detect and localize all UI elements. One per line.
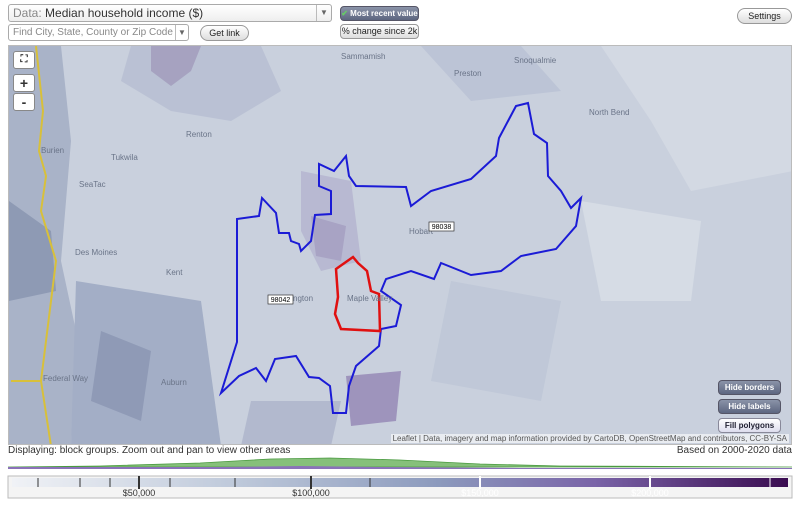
attribution: Leaflet | Data, imagery and map informat… [390, 434, 789, 443]
displaying-text: Displaying: block groups. Zoom out and p… [8, 445, 291, 456]
zip-label: 98038 [432, 224, 452, 231]
map-toggle-button[interactable]: Hide borders [718, 380, 781, 395]
legend-tick-label: $150,000 [461, 488, 499, 498]
pct-change-button[interactable]: % change since 2k [340, 24, 419, 39]
place-label: Sammamish [341, 52, 385, 61]
data-value: Median household income ($) [45, 6, 204, 20]
map[interactable]: Sammamish Preston Snoqualmie North Bend Rent… [8, 45, 792, 445]
place-label: Kent [166, 268, 183, 277]
place-label: Preston [454, 69, 482, 78]
map-canvas: Sammamish Preston Snoqualmie North Bend Rent… [9, 46, 791, 444]
place-label: SeaTac [79, 180, 106, 189]
search-placeholder: Find City, State, County or Zip Code [13, 27, 173, 38]
place-label: Tukwila [111, 153, 138, 162]
settings-button[interactable]: Settings [737, 8, 792, 24]
based-on-text: Based on 2000-2020 data [676, 445, 792, 456]
place-label: North Bend [589, 108, 629, 117]
zip-label-box [267, 294, 294, 305]
place-label: Burien [41, 146, 64, 155]
legend-tick-label: $50,000 [123, 488, 156, 498]
place-label: Maple Valley [347, 294, 392, 303]
zoom-out-button[interactable]: - [13, 93, 35, 111]
zip-label: 98042 [271, 297, 291, 304]
legend-tick-label: $200,000 [631, 488, 669, 498]
most-recent-button[interactable]: ✔ Most recent value [340, 6, 419, 21]
place-label: Hobart [409, 227, 434, 236]
data-prefix: Data: [13, 6, 42, 20]
search-box[interactable]: Find City, State, County or Zip Code ▼ [8, 24, 189, 41]
place-label: Des Moines [75, 248, 117, 257]
data-select[interactable]: Data: Median household income ($) ▼ [8, 4, 332, 22]
map-toggle-button[interactable]: Fill polygons [718, 418, 781, 433]
zip-label-box [428, 221, 455, 232]
map-toggle-button[interactable]: Hide labels [718, 399, 781, 414]
most-recent-label: Most recent value [350, 9, 418, 18]
zoom-in-button[interactable]: + [13, 74, 35, 92]
get-link-button[interactable]: Get link [200, 25, 249, 41]
place-label: Federal Way [43, 374, 88, 383]
fullscreen-button[interactable]: ⛶ [13, 51, 35, 69]
place-label: Auburn [161, 378, 187, 387]
legend: $50,000 $100,000 $150,000 $200,000 [7, 457, 793, 499]
place-label: Snoqualmie [514, 56, 557, 65]
place-label: Renton [186, 130, 212, 139]
place-label: Covington [277, 294, 313, 303]
legend-tick-label: $100,000 [292, 488, 330, 498]
